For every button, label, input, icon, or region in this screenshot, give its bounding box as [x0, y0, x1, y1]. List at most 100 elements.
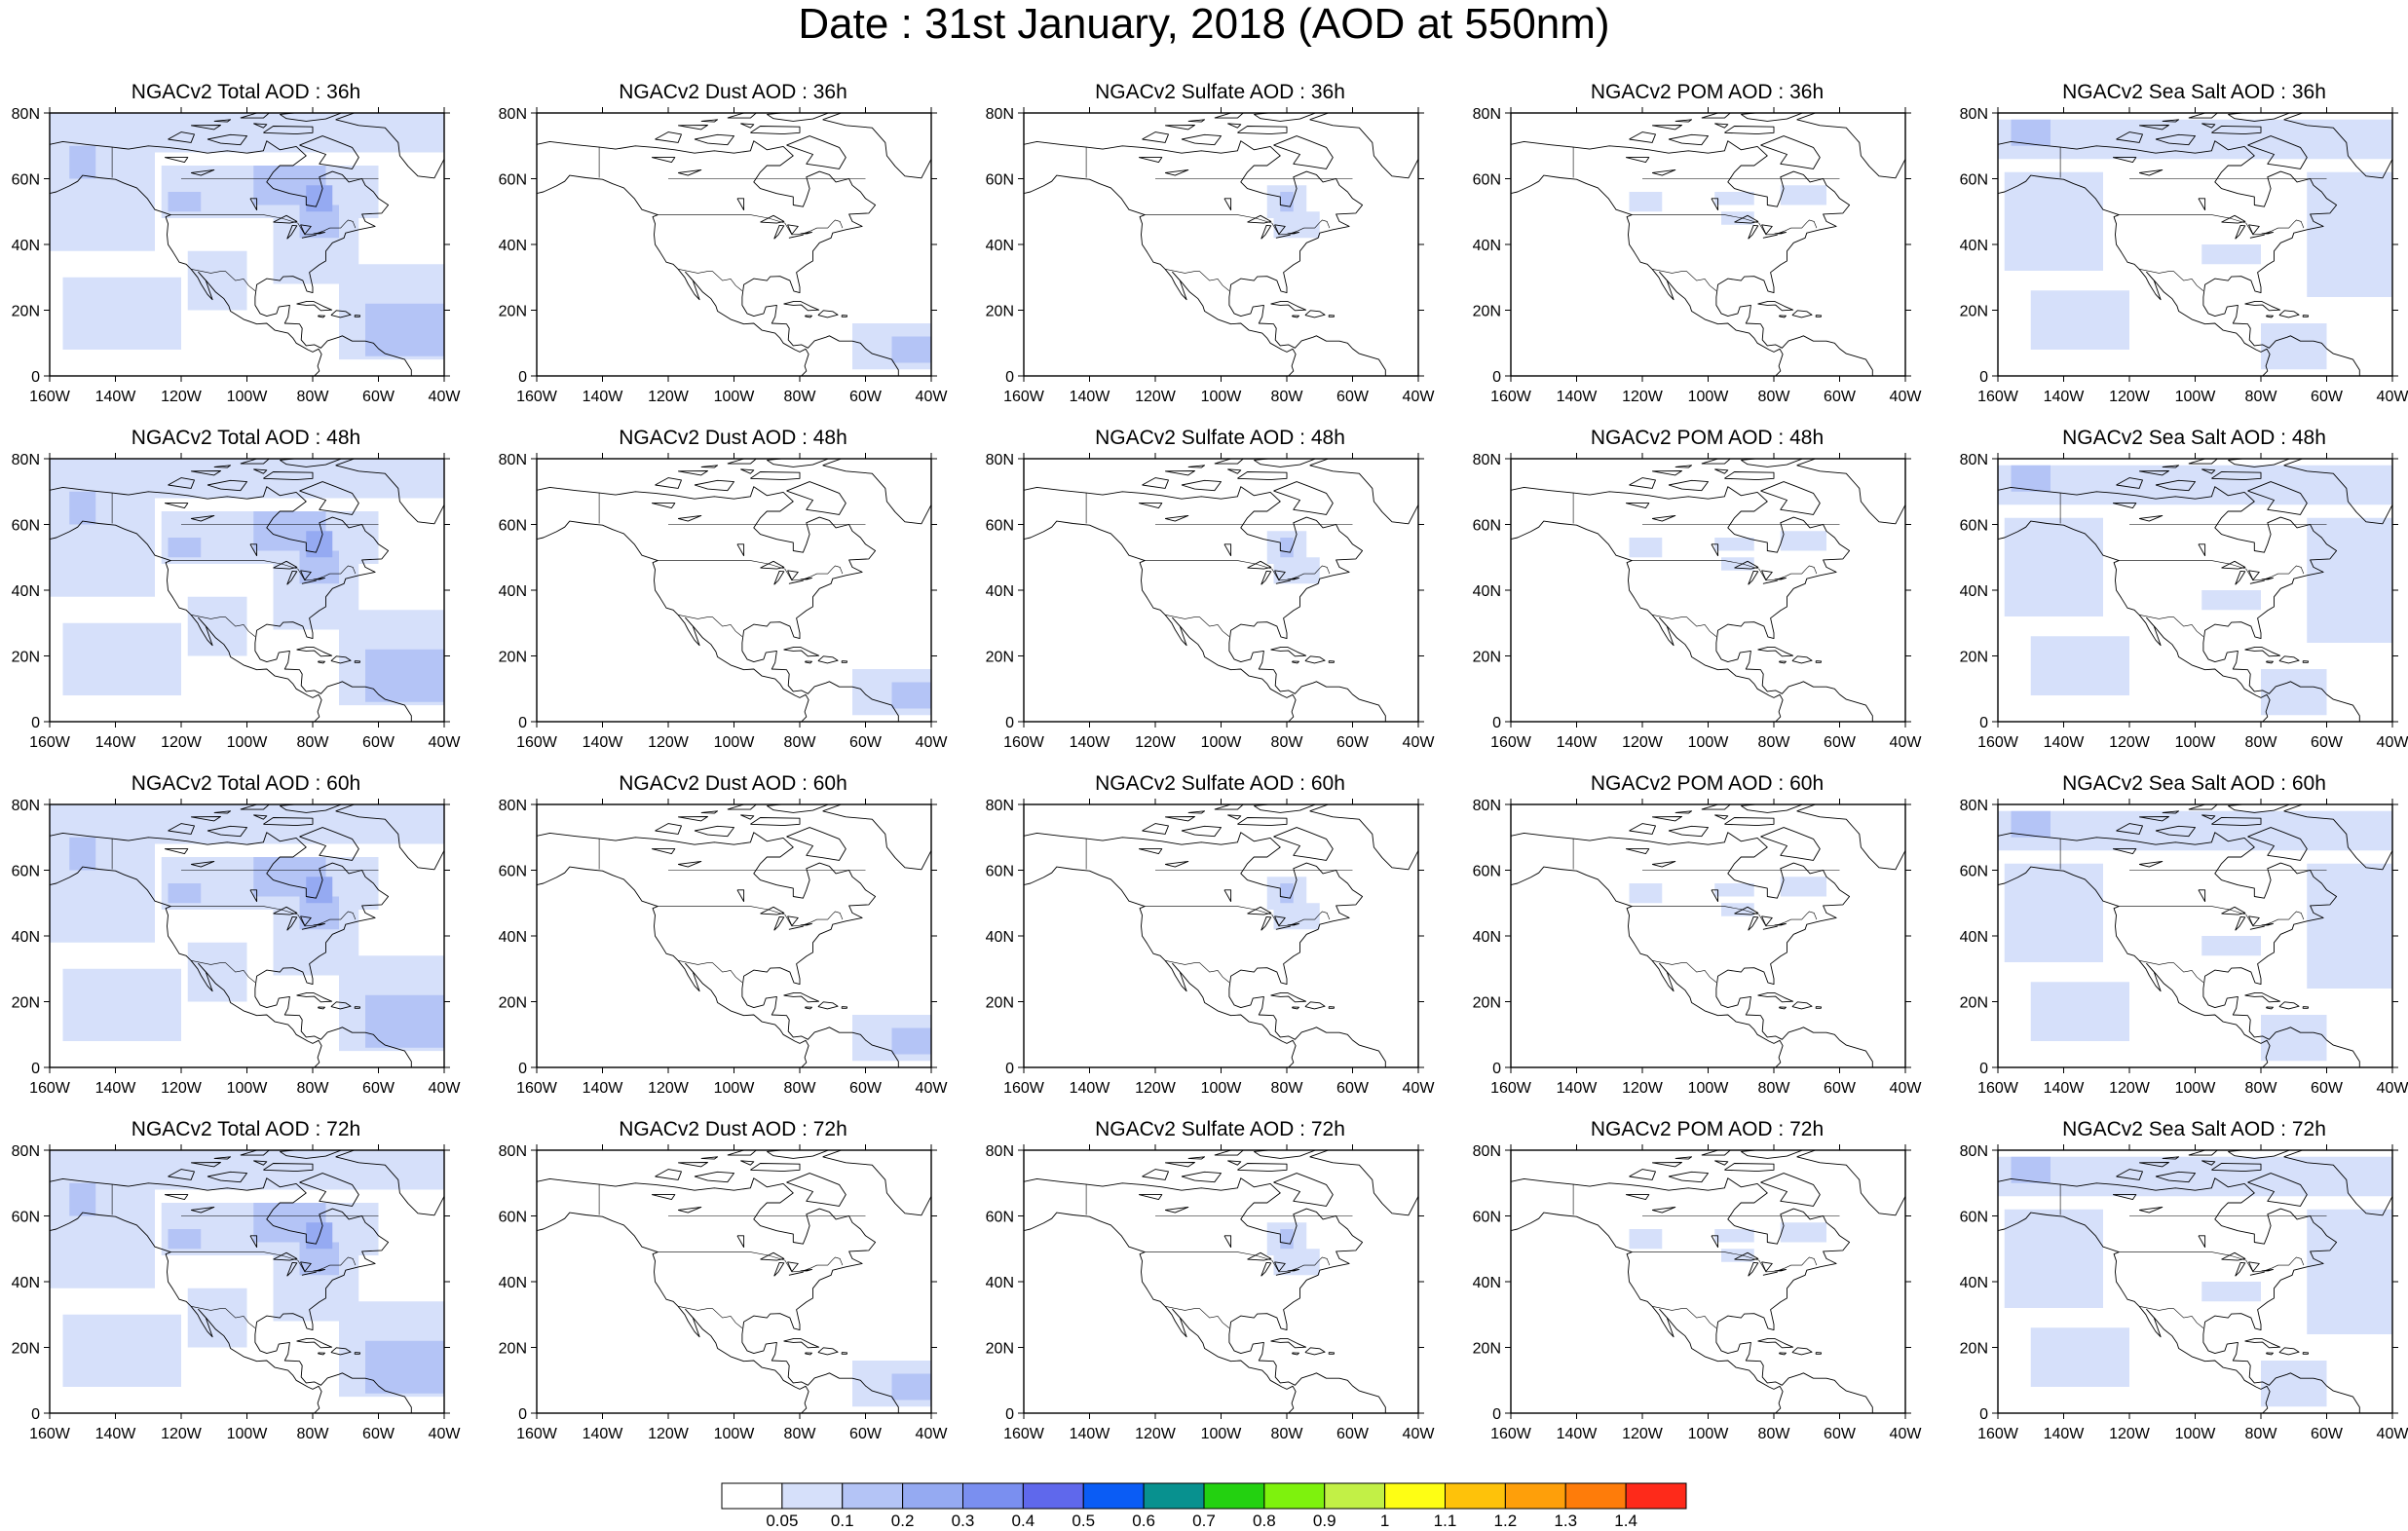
y-tick-label: 80N: [986, 106, 1014, 123]
x-tick-label: 140W: [583, 1080, 624, 1097]
coastline: [299, 135, 359, 169]
coastline: [2211, 471, 2262, 481]
y-tick-label: 40N: [499, 583, 527, 600]
country-border: [1652, 960, 1717, 983]
lake-outline: [164, 503, 189, 509]
y-tick-label: 80N: [12, 452, 40, 468]
x-tick-label: 40W: [2377, 1426, 2408, 1442]
x-tick-label: 80W: [1271, 734, 1304, 751]
country-border: [1632, 906, 1818, 927]
coastline: [805, 1352, 812, 1356]
country-border: [2119, 560, 2305, 581]
page-title: Date : 31st January, 2018 (AOD at 550nm): [798, 0, 1610, 48]
x-tick-label: 140W: [95, 734, 137, 751]
y-tick-label: 20N: [1960, 650, 1988, 666]
y-tick-label: 20N: [1473, 650, 1501, 666]
aod-patch: [2201, 244, 2261, 265]
coastline: [750, 1163, 801, 1173]
y-tick-label: 80N: [499, 798, 527, 814]
map-frame: [1510, 458, 1906, 723]
coastline: [253, 1160, 268, 1166]
aod-patch: [62, 968, 181, 1041]
map-panel: NGACv2 Sulfate AOD : 60h 160W 140W 120W 100W…: [974, 769, 1461, 1115]
y-tick-label: 40N: [12, 1275, 40, 1291]
coastline: [2278, 1001, 2300, 1010]
coastline: [1142, 477, 1169, 489]
aod-patch: [1998, 465, 2392, 505]
aod-patch: [2372, 1249, 2392, 1315]
aod-patch: [1273, 211, 1320, 239]
coastline: [1701, 459, 1731, 465]
coastline: [1779, 1352, 1787, 1356]
coastline: [1273, 1173, 1334, 1207]
lake-outline: [651, 1194, 676, 1201]
lake-outline: [1762, 234, 1778, 239]
coastline: [822, 113, 931, 179]
coastline: [2244, 1337, 2281, 1349]
colorbar-swatch: [1564, 1482, 1627, 1510]
x-tick-label: 60W: [2311, 734, 2344, 751]
coastline: [318, 660, 325, 664]
coastline: [2278, 1347, 2300, 1356]
y-tick-label: 20N: [1473, 995, 1501, 1012]
x-tick-label: 160W: [29, 389, 71, 405]
coastline: [2247, 1173, 2308, 1207]
map-panel: NGACv2 POM AOD : 72h 160W 140W 120W 100W 80W 6…: [1461, 1115, 1948, 1461]
coastline: [2116, 131, 2143, 143]
lake-outline: [1274, 1261, 1286, 1272]
lake-outline: [249, 198, 258, 211]
x-tick-label: 60W: [849, 734, 883, 751]
y-tick-label: 0: [1492, 369, 1501, 386]
x-tick-label: 60W: [1336, 389, 1370, 405]
x-tick-label: 100W: [2175, 1080, 2217, 1097]
coastline: [1273, 827, 1334, 861]
country-border: [658, 1251, 844, 1273]
y-tick-label: 40N: [986, 238, 1014, 254]
coastline: [253, 123, 268, 129]
coastline: [1187, 119, 1206, 123]
y-tick-label: 20N: [1960, 1341, 1988, 1358]
coastline: [1511, 1177, 1905, 1413]
x-tick-label: 120W: [648, 1080, 690, 1097]
lake-outline: [773, 224, 785, 240]
panel-title: NGACv2 Sea Salt AOD : 48h: [2062, 427, 2326, 449]
x-tick-label: 140W: [583, 1426, 624, 1442]
lake-outline: [273, 560, 298, 570]
y-tick-label: 60N: [12, 518, 40, 535]
aod-patch: [2011, 1156, 2051, 1183]
lake-outline: [301, 579, 317, 584]
country-border: [2139, 1306, 2204, 1328]
lake-outline: [1748, 570, 1759, 585]
aod-patch: [1998, 119, 2392, 160]
coastline: [50, 486, 444, 722]
coastline: [727, 113, 757, 119]
map-panel: NGACv2 Total AOD : 48h 160W 140W 120W 100W 80…: [0, 424, 487, 769]
map-panel: NGACv2 Sea Salt AOD : 72h 160W 140W 120W 100…: [1948, 1115, 2408, 1461]
map-plot: 160W 140W 120W 100W 80W 60W 40W 80N 60N 40N 20N 0: [12, 106, 462, 405]
aod-patch: [187, 1288, 247, 1348]
coastline: [1165, 816, 1195, 822]
lake-outline: [301, 925, 317, 930]
aod-patch: [62, 1314, 181, 1387]
x-tick-label: 100W: [2175, 734, 2217, 751]
x-tick-label: 160W: [1977, 389, 2019, 405]
coastline: [1214, 459, 1244, 465]
x-tick-label: 120W: [2109, 1426, 2151, 1442]
y-tick-label: 80N: [499, 106, 527, 123]
lake-outline: [773, 1261, 785, 1277]
lake-outline: [2112, 848, 2137, 855]
aod-patch: [2372, 903, 2392, 969]
coastline: [1237, 1163, 1288, 1173]
coastline: [1237, 817, 1288, 827]
coastline: [786, 135, 847, 169]
coastline: [2266, 660, 2274, 664]
y-tick-label: 20N: [1473, 304, 1501, 320]
coastline: [240, 804, 270, 810]
y-tick-label: 60N: [499, 172, 527, 189]
y-tick-label: 20N: [12, 1341, 40, 1358]
coastline: [786, 1173, 847, 1207]
y-tick-label: 0: [1005, 1406, 1014, 1423]
map-panel: NGACv2 Sulfate AOD : 36h 160W 140W 120W 100W…: [974, 78, 1461, 424]
y-tick-label: 60N: [12, 172, 40, 189]
colorbar-label: 0.9: [1312, 1512, 1336, 1530]
